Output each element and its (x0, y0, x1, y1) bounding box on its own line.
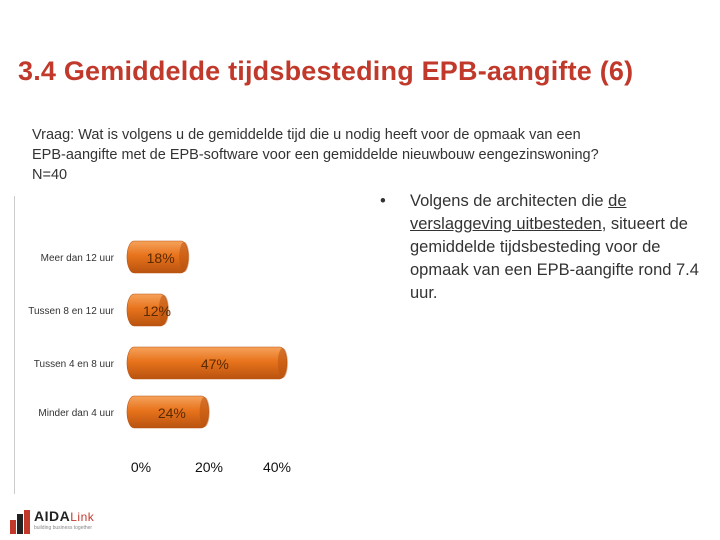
value-label: 12% (143, 303, 171, 319)
slide-title: 3.4 Gemiddelde tijdsbesteding EPB-aangif… (18, 56, 634, 86)
logo-tagline: building business together (34, 525, 93, 531)
x-tick-label: 20% (195, 459, 223, 475)
category-label: Meer dan 12 uur (41, 253, 115, 264)
question-sample-size: N=40 (32, 167, 68, 183)
logo-name-main: AIDA (34, 508, 71, 524)
x-tick-label: 40% (263, 459, 291, 475)
value-label: 24% (158, 405, 186, 421)
bar-end-cap (158, 295, 169, 325)
category-label: Tussen 4 en 8 uur (34, 359, 115, 370)
bullet-dot-icon: • (380, 192, 386, 210)
bar-end-cap (277, 348, 288, 378)
horizontal-bar-chart: Meer dan 12 uur 18% Tussen 8 en 12 uur 12% T… (28, 240, 291, 475)
bullet-text: Volgens de architecten die de verslaggev… (410, 190, 710, 305)
value-label: 47% (201, 356, 229, 372)
category-label: Minder dan 4 uur (38, 408, 114, 419)
bullet-text-suffix: , situeert de gemiddelde tijdsbesteding … (410, 215, 699, 302)
bar-end-cap (179, 242, 190, 272)
survey-question: Vraag: Wat is volgens u de gemiddelde ti… (32, 125, 692, 185)
bullet-text-prefix: Volgens de architecten die (410, 192, 609, 210)
question-line-1: Vraag: Wat is volgens u de gemiddelde ti… (32, 127, 581, 143)
question-line-2: EPB-aangifte met de EPB-software voor ee… (32, 147, 599, 163)
x-tick-label: 0% (131, 459, 151, 475)
value-label: 18% (147, 250, 175, 266)
logo-name-accent: Link (70, 510, 95, 524)
logo-wordmark: AIDALink (34, 508, 94, 524)
aida-link-logo: AIDALink building business together (10, 508, 120, 536)
category-label: Tussen 8 en 12 uur (28, 306, 114, 317)
bar-end-cap (199, 397, 210, 427)
logo-mark-icon (10, 510, 30, 534)
bullet-text-underlined: de verslaggeving uitbesteden (410, 192, 627, 233)
chart-frame: Meer dan 12 uur 18% Tussen 8 en 12 uur 12% T… (14, 196, 351, 494)
